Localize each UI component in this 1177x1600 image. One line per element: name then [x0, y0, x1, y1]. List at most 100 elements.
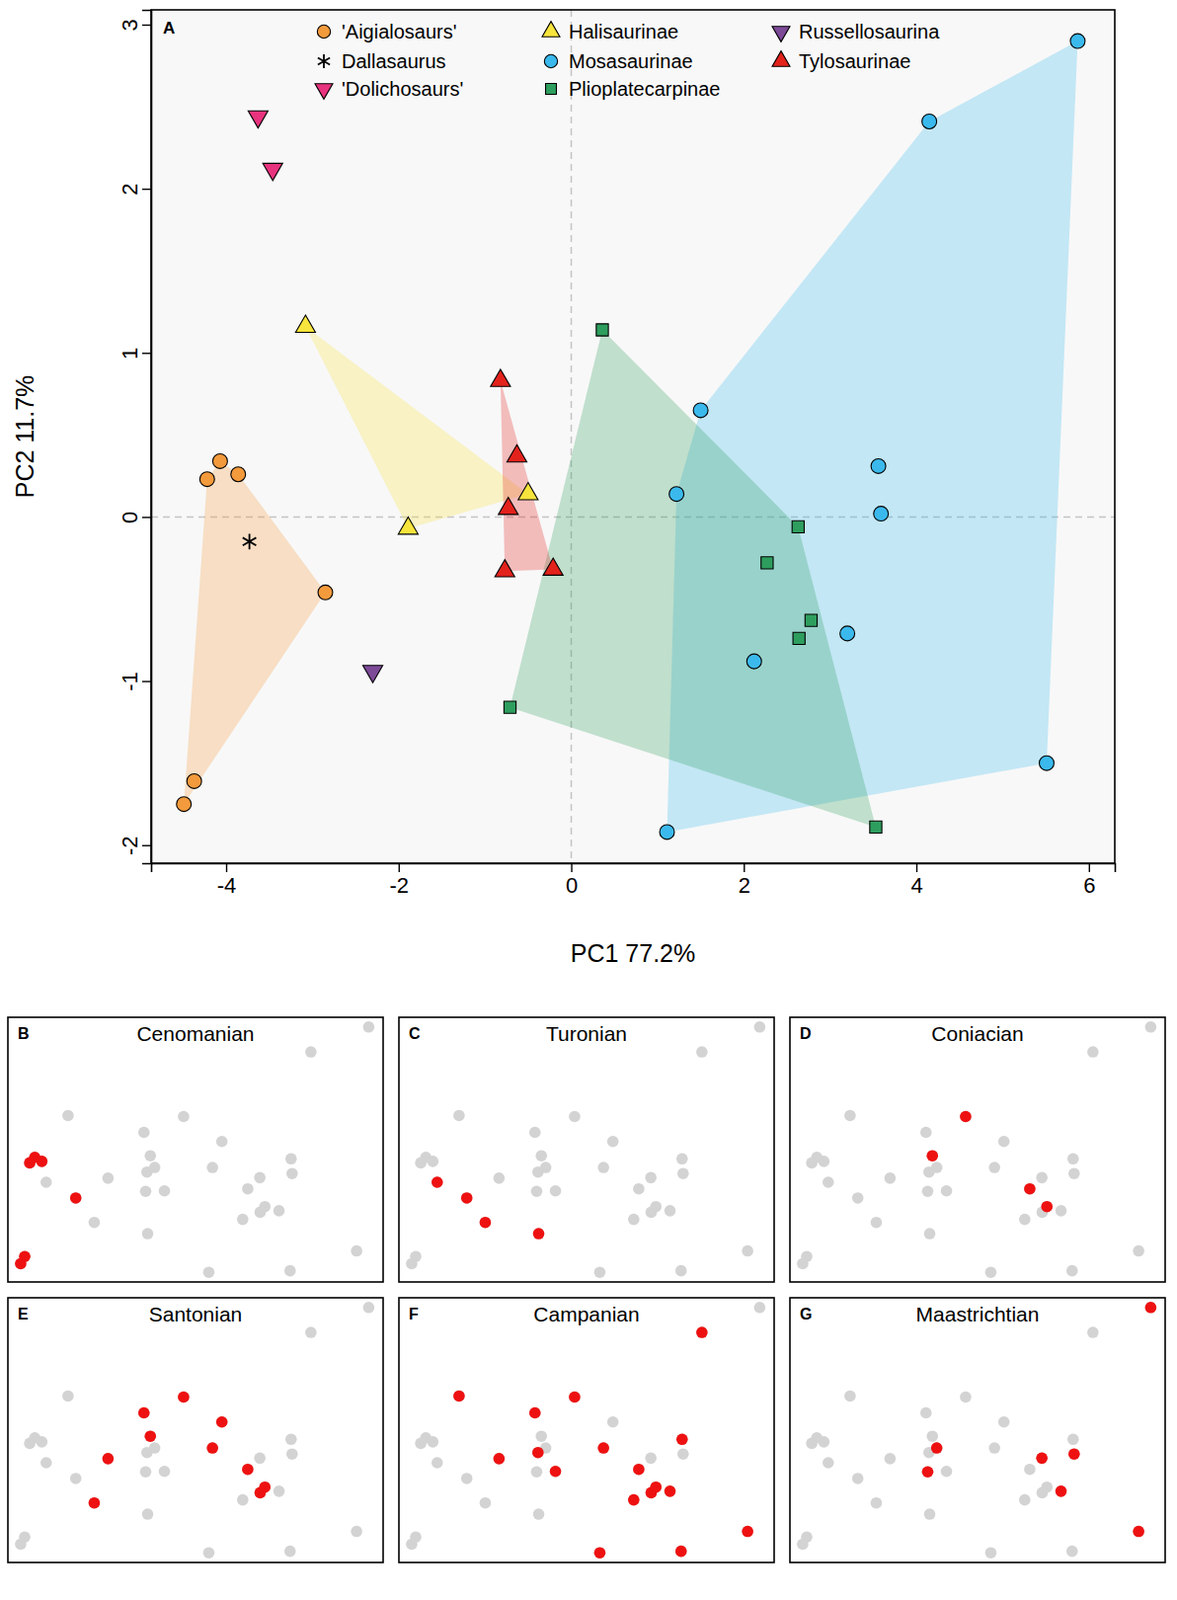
point — [23, 1157, 36, 1170]
point — [675, 1545, 688, 1558]
legend-item: Mosasaurinae — [544, 50, 693, 73]
point — [206, 1441, 219, 1454]
point — [40, 1456, 53, 1469]
point — [1087, 1326, 1099, 1338]
point — [1040, 1200, 1053, 1213]
tick-mark — [398, 863, 400, 872]
plot-frame — [789, 1297, 1166, 1563]
point — [461, 1472, 473, 1485]
point — [1145, 1301, 1158, 1314]
point — [594, 1265, 607, 1278]
point — [926, 1149, 939, 1162]
point — [206, 1441, 219, 1454]
point — [543, 557, 563, 575]
legend-label: Russellosaurina — [798, 20, 941, 43]
point — [503, 701, 516, 713]
point — [453, 1390, 466, 1403]
point — [1132, 1525, 1145, 1538]
point — [627, 1213, 640, 1226]
tick: -4 — [217, 863, 237, 898]
panel-title: Cenomanian — [136, 1021, 254, 1045]
point — [254, 1206, 267, 1219]
panel-title: Turonian — [546, 1021, 628, 1045]
tick-mark — [142, 24, 152, 26]
point — [677, 1447, 690, 1460]
point — [140, 1465, 153, 1478]
point — [1070, 33, 1086, 49]
legend-item: Plioplatecarpinae — [546, 78, 721, 100]
point — [142, 1507, 155, 1520]
point — [594, 1546, 607, 1559]
plot-area — [14, 1020, 375, 1278]
panel-title: Santonian — [149, 1302, 243, 1326]
point — [549, 1465, 562, 1478]
legend-label: Dallasaurus — [341, 50, 447, 73]
point — [305, 1326, 317, 1338]
point — [177, 1110, 190, 1123]
point — [985, 1546, 998, 1559]
point-group — [262, 162, 283, 180]
point-group — [870, 458, 886, 473]
point — [363, 665, 384, 683]
point — [88, 1496, 101, 1509]
point — [852, 1191, 864, 1204]
point — [998, 1415, 1011, 1428]
point — [594, 1546, 607, 1559]
point — [870, 458, 886, 473]
point — [597, 1441, 610, 1454]
point — [140, 1184, 153, 1197]
point — [1055, 1485, 1068, 1497]
point — [664, 1204, 677, 1217]
point — [493, 1452, 506, 1465]
legend-item: Dallasaurus — [317, 50, 447, 73]
tick: -1 — [117, 671, 152, 692]
point — [532, 1446, 545, 1459]
point — [144, 1429, 157, 1442]
point — [203, 1546, 216, 1559]
point — [141, 1166, 154, 1178]
y-axis: -2-10123 — [117, 10, 153, 864]
point — [203, 1265, 216, 1278]
legend-marker — [772, 26, 790, 43]
point — [696, 1045, 708, 1058]
point — [247, 110, 268, 128]
point-group — [804, 614, 817, 627]
point — [844, 1109, 857, 1122]
point — [818, 1155, 831, 1168]
point — [102, 1172, 115, 1184]
point — [926, 1149, 939, 1162]
point-group — [186, 773, 202, 788]
point — [796, 1257, 809, 1270]
point — [659, 824, 675, 840]
reference-line — [570, 9, 573, 864]
panel-title: Coniacian — [931, 1021, 1023, 1045]
panel-label: B — [17, 1024, 30, 1042]
point — [350, 1245, 363, 1257]
point — [922, 1465, 935, 1478]
point — [532, 1166, 545, 1178]
point — [529, 1407, 542, 1419]
point — [14, 1257, 27, 1270]
point-group — [490, 369, 511, 387]
point — [199, 471, 215, 487]
point — [305, 1045, 317, 1058]
point — [253, 1452, 266, 1465]
tick: 0 — [565, 863, 578, 898]
legend-label: Halisaurinae — [568, 20, 679, 43]
point — [286, 1447, 299, 1460]
point — [1067, 1432, 1080, 1445]
tick-label: 2 — [117, 182, 143, 195]
point — [533, 1227, 546, 1240]
point — [676, 1432, 689, 1445]
point — [549, 1184, 562, 1197]
point — [506, 444, 527, 462]
point — [405, 1538, 418, 1551]
point — [286, 1167, 299, 1179]
point — [1145, 1301, 1158, 1314]
point — [295, 314, 315, 332]
point — [285, 1432, 298, 1445]
point — [884, 1172, 897, 1184]
panel-small: Cenomanian B — [7, 1017, 384, 1282]
point — [941, 1184, 953, 1197]
panel-label: C — [408, 1024, 421, 1042]
